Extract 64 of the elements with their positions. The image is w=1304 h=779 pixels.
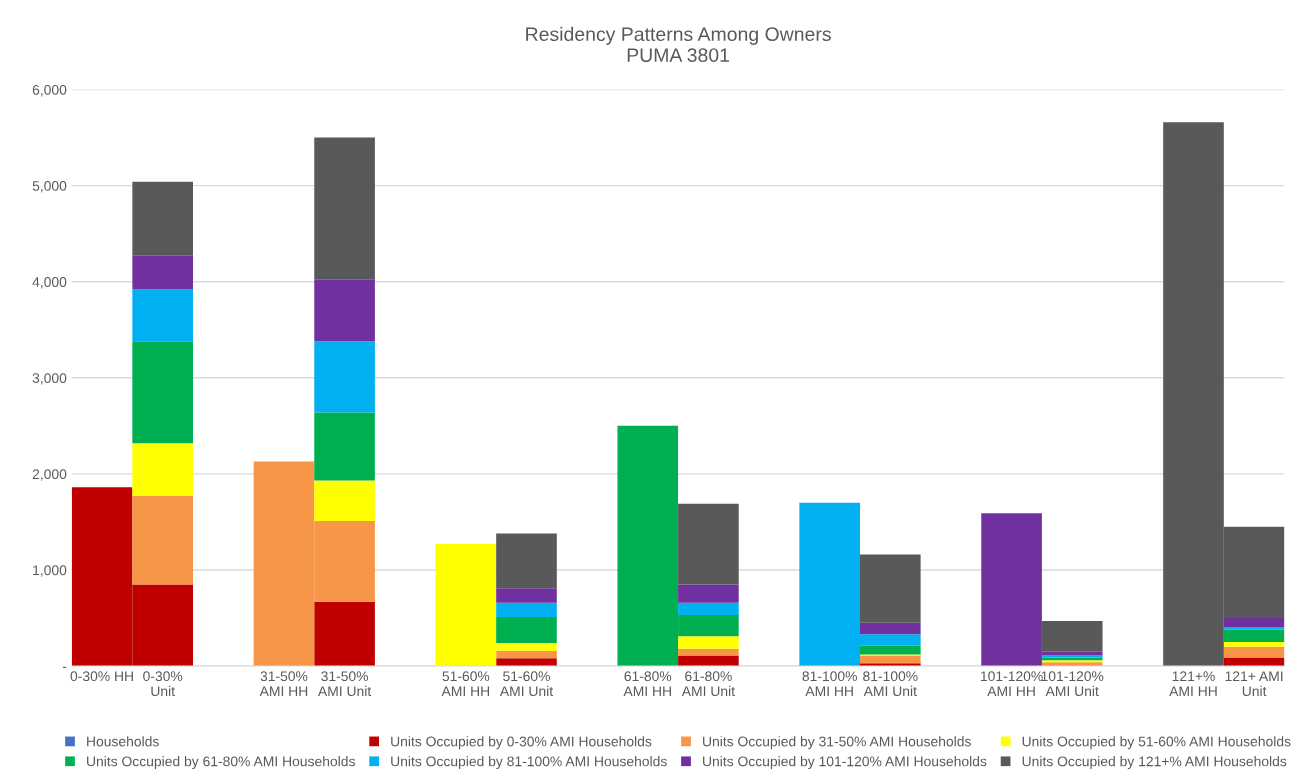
legend-label: Units Occupied by 101-120% AMI Households: [703, 756, 987, 770]
bar: [678, 503, 739, 585]
bar: [859, 554, 921, 623]
x-tick-label: 121+ AMI Unit: [1225, 671, 1283, 697]
legend-label: Units Occupied by 0-30% AMI Households: [391, 736, 652, 750]
bar: [678, 584, 739, 603]
x-tick-label: 0-30% HH: [70, 671, 133, 682]
legend-label: Units Occupied by 51-60% AMI Households: [1022, 736, 1291, 750]
bar: [1223, 657, 1285, 667]
x-tick-label: 101-120% AMI HH: [980, 671, 1043, 696]
x-tick-label: 121+% AMI HH: [1169, 671, 1217, 696]
y-tick-label: 6,000: [32, 84, 67, 97]
bar: [678, 602, 739, 616]
bar: [859, 655, 921, 664]
bar: [1223, 629, 1285, 643]
bar: [496, 650, 557, 659]
x-tick-label: 81-100% AMI HH: [802, 671, 857, 696]
legend-label: Households: [87, 736, 159, 747]
bar: [496, 658, 557, 667]
x-tick-label: 101-120% AMI Unit: [1041, 671, 1104, 697]
chart-title: Residency Patterns Among Owners PUMA 3801: [526, 26, 831, 62]
x-tick-label: 51-60% AMI HH: [441, 671, 490, 696]
bar: [1223, 642, 1285, 647]
x-tick-label: 31-50% AMI HH: [259, 671, 308, 696]
x-tick-label: 51-60% AMI Unit: [499, 671, 554, 697]
legend-label: Units Occupied by 81-100% AMI Households: [391, 756, 667, 770]
x-tick-label: 0-30% Unit: [143, 671, 183, 697]
bar: [132, 289, 193, 342]
bar: [132, 495, 193, 585]
bar: [314, 341, 375, 413]
y-tick-label: 5,000: [32, 181, 67, 193]
bar: [1223, 646, 1285, 658]
y-tick-label: 1,000: [33, 565, 67, 577]
bar: [496, 588, 557, 603]
bar: [496, 602, 557, 618]
y-tick-label: 3,000: [32, 373, 67, 385]
bar: [859, 645, 921, 655]
x-tick-label: 31-50% AMI Unit: [317, 671, 372, 697]
legend-label: Units Occupied by 31-50% AMI Households: [703, 736, 971, 750]
bar: [1223, 618, 1285, 628]
bar: [132, 255, 193, 290]
bar: [132, 341, 193, 444]
y-tick-label: 4,000: [32, 277, 67, 289]
x-tick-label: 81-100% AMI Unit: [863, 671, 918, 697]
y-tick-label: 2,000: [32, 469, 67, 481]
bar: [314, 601, 375, 667]
legend-label: Units Occupied by 61-80% AMI Households: [87, 756, 355, 770]
bar: [496, 533, 557, 589]
x-tick-label: 61-80% AMI Unit: [681, 671, 735, 697]
bar: [678, 636, 739, 649]
y-tick-label: -: [62, 666, 67, 668]
bar: [496, 617, 557, 643]
bar: [314, 412, 375, 481]
x-tick-label: 61-80% AMI HH: [623, 671, 672, 696]
bar: [678, 648, 739, 656]
bar: [132, 443, 193, 496]
legend-label: Units Occupied by 121+% AMI Households: [1022, 756, 1287, 770]
bar: [132, 181, 193, 256]
bar: [859, 622, 921, 635]
bar: [314, 279, 375, 342]
bar: [678, 655, 739, 667]
bar: [1041, 620, 1103, 652]
bar: [314, 137, 375, 280]
bar: [314, 480, 375, 521]
